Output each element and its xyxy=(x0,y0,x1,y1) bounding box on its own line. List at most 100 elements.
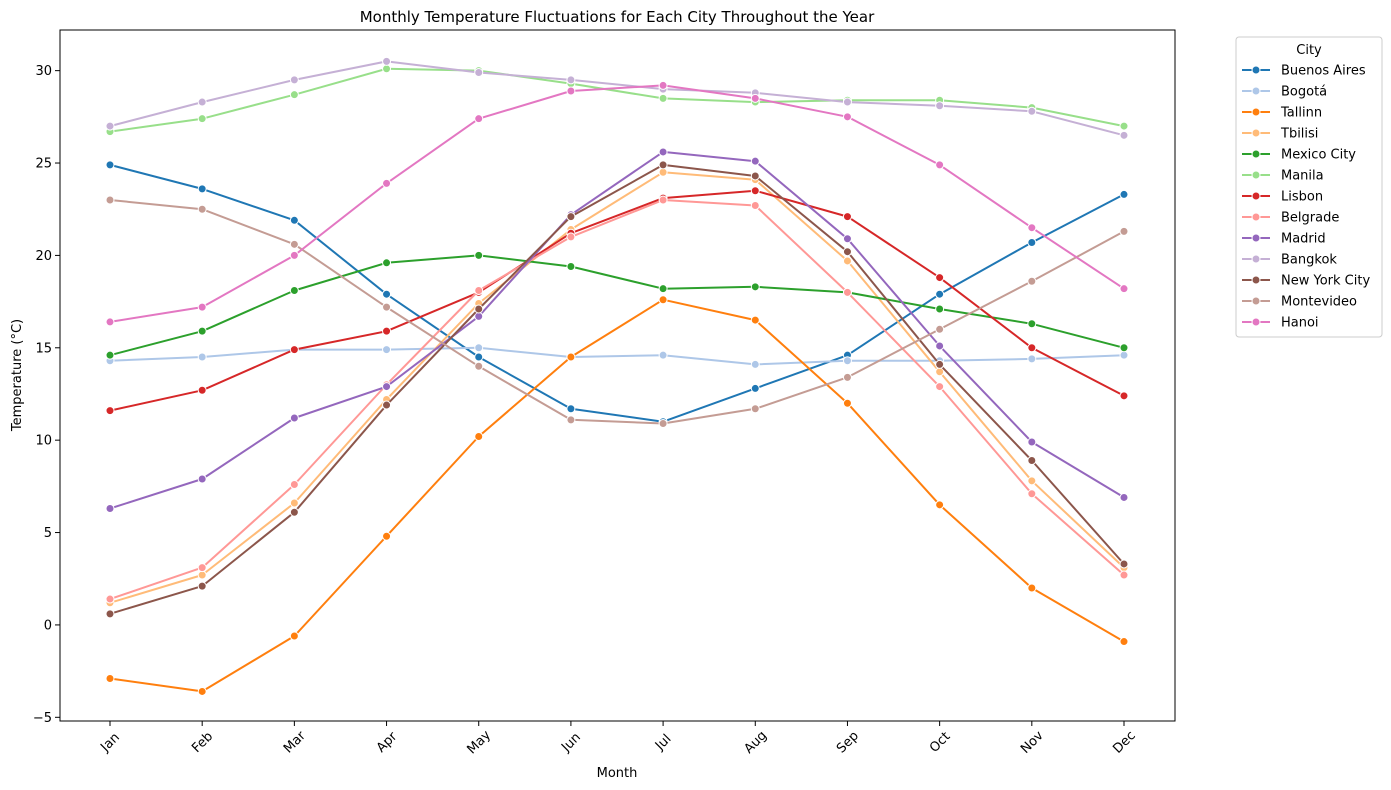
data-point xyxy=(566,86,576,96)
legend-swatch-marker xyxy=(1251,275,1261,285)
series-line xyxy=(109,171,1125,604)
x-tick-label: Jan xyxy=(97,730,122,755)
data-point xyxy=(289,90,299,100)
data-point xyxy=(105,195,115,205)
series-line xyxy=(109,163,1125,423)
legend-swatch-marker xyxy=(1251,128,1261,138)
data-point xyxy=(935,101,945,111)
data-point xyxy=(289,239,299,249)
data-point xyxy=(658,160,668,170)
data-point xyxy=(105,121,115,131)
data-point xyxy=(1119,559,1129,569)
data-point xyxy=(1119,130,1129,140)
series-new-york-city xyxy=(105,160,1129,619)
legend-swatch-marker xyxy=(1251,317,1261,327)
legend-swatch-marker xyxy=(1251,233,1261,243)
data-point xyxy=(658,350,668,360)
data-point xyxy=(105,674,115,684)
data-point xyxy=(935,160,945,170)
data-point xyxy=(1119,343,1129,353)
data-point xyxy=(289,413,299,423)
legend-label: Bangkok xyxy=(1281,253,1337,268)
x-tick-label: Jun xyxy=(558,730,584,756)
data-point xyxy=(1119,226,1129,236)
legend-item: Montevideo xyxy=(1242,295,1357,310)
y-tick-label: 20 xyxy=(35,249,52,264)
legend: City Buenos Aires Bogotá Tallinn Tbilisi Mexi… xyxy=(1235,36,1383,338)
data-point xyxy=(197,686,207,696)
data-point xyxy=(474,311,484,321)
data-point xyxy=(474,431,484,441)
legend-swatch-marker xyxy=(1251,107,1261,117)
data-point xyxy=(1027,237,1037,247)
chart-title: Monthly Temperature Fluctuations for Eac… xyxy=(360,8,875,26)
legend-label: Manila xyxy=(1281,169,1324,184)
data-point xyxy=(750,404,760,414)
legend-item: Bogotá xyxy=(1242,85,1327,100)
legend-label: Buenos Aires xyxy=(1281,64,1366,79)
series-montevideo xyxy=(105,195,1129,429)
data-point xyxy=(935,324,945,334)
data-point xyxy=(289,345,299,355)
data-point xyxy=(197,352,207,362)
data-point xyxy=(197,114,207,124)
legend-item: Lisbon xyxy=(1242,190,1323,205)
legend-swatch-marker xyxy=(1251,212,1261,222)
data-point xyxy=(658,419,668,429)
legend-item: Tbilisi xyxy=(1242,127,1318,142)
data-point xyxy=(1027,583,1037,593)
data-point xyxy=(935,500,945,510)
legend-swatch-marker xyxy=(1251,65,1261,75)
data-point xyxy=(750,282,760,292)
series-line xyxy=(109,60,1125,137)
x-tick-label: May xyxy=(464,728,494,758)
data-point xyxy=(842,212,852,222)
series-line xyxy=(109,189,1125,412)
x-tick-label: Dec xyxy=(1110,728,1138,756)
data-point xyxy=(842,247,852,257)
series-bangkok xyxy=(105,56,1129,140)
legend-label: Hanoi xyxy=(1281,316,1319,331)
data-point xyxy=(1027,343,1037,353)
series-line xyxy=(109,298,1125,693)
data-point xyxy=(197,563,207,573)
data-point xyxy=(935,304,945,314)
data-point xyxy=(658,195,668,205)
series-madrid xyxy=(105,147,1129,514)
series-line xyxy=(109,346,1125,366)
data-point xyxy=(1027,489,1037,499)
data-point xyxy=(289,215,299,225)
data-point xyxy=(750,186,760,196)
data-point xyxy=(1027,319,1037,329)
data-point xyxy=(658,295,668,305)
legend-item: Belgrade xyxy=(1242,211,1339,226)
data-point xyxy=(1027,437,1037,447)
data-point xyxy=(1119,121,1129,131)
data-point xyxy=(382,64,392,74)
data-point xyxy=(935,367,945,377)
data-point xyxy=(474,286,484,296)
data-point xyxy=(1119,350,1129,360)
data-point xyxy=(750,359,760,369)
data-point xyxy=(658,93,668,103)
data-point xyxy=(842,256,852,266)
data-point xyxy=(289,75,299,85)
legend-item: Manila xyxy=(1242,169,1324,184)
series-hanoi xyxy=(105,80,1129,327)
data-point xyxy=(382,258,392,268)
legend-item: Tallinn xyxy=(1242,106,1322,121)
data-point xyxy=(1027,223,1037,233)
series-belgrade xyxy=(105,195,1129,604)
data-point xyxy=(842,287,852,297)
data-point xyxy=(935,359,945,369)
legend-label: Mexico City xyxy=(1281,148,1356,163)
data-point xyxy=(289,286,299,296)
data-point xyxy=(474,361,484,371)
data-point xyxy=(1027,476,1037,486)
data-point xyxy=(1119,570,1129,580)
data-point xyxy=(289,631,299,641)
data-point xyxy=(289,507,299,517)
legend-box xyxy=(1235,36,1383,338)
data-point xyxy=(105,504,115,514)
